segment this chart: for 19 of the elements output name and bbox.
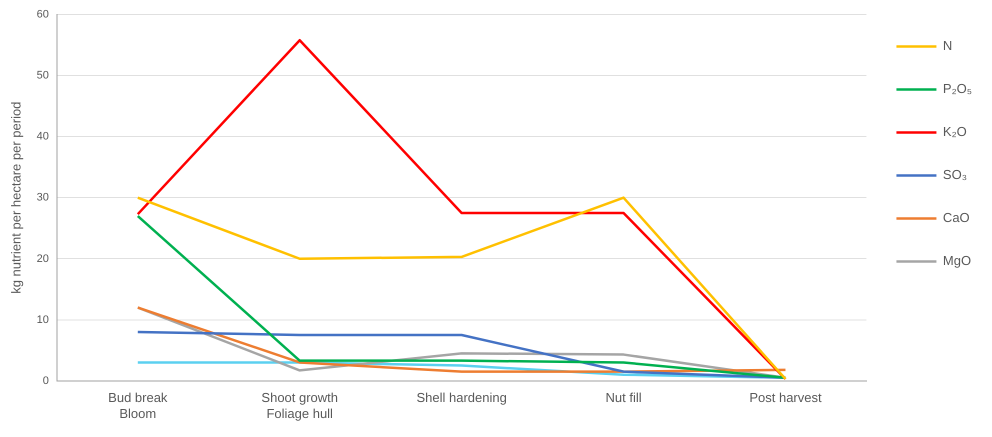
y-axis-title: kg nutrient per hectare per period <box>8 102 24 294</box>
legend-label: K₂O <box>942 124 967 140</box>
y-tick-label: 30 <box>36 192 49 204</box>
legend-label: MgO <box>942 253 972 268</box>
legend-label: N <box>942 38 952 54</box>
y-tick-label: 20 <box>36 252 49 265</box>
y-tick-label: 50 <box>36 70 49 82</box>
legend-label: P₂O₅ <box>942 81 972 96</box>
y-tick-label: 10 <box>36 314 49 326</box>
legend-label: SO₃ <box>942 167 968 182</box>
y-tick-label: 40 <box>36 130 49 143</box>
x-tick-label: Shell hardening <box>416 390 507 406</box>
x-tick-label: Post harvest <box>749 390 822 406</box>
y-tick-label: 0 <box>42 374 49 387</box>
x-tick-label: Nut fill <box>605 390 642 406</box>
y-tick-label: 60 <box>36 8 49 21</box>
x-tick-label: Shoot growth Foliage hull <box>261 390 338 421</box>
x-tick-label: Bud break Bloom <box>108 390 168 421</box>
legend-label: CaO <box>942 210 970 226</box>
